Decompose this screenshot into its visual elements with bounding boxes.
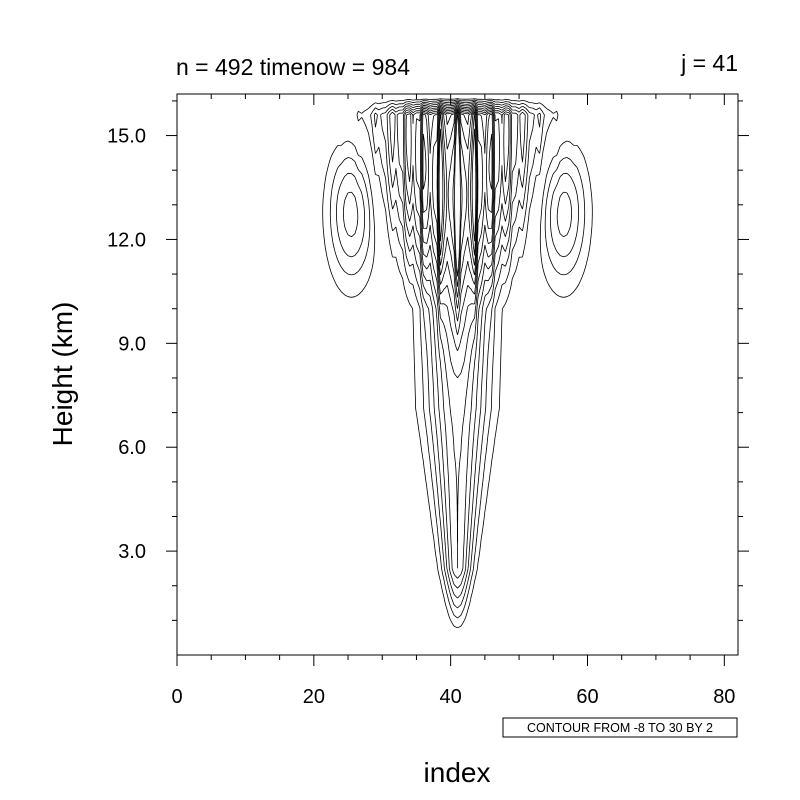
contour-info-label: CONTOUR FROM -8 TO 30 BY 2	[527, 721, 713, 735]
x-tick-labels: 0 20 40 60 80	[171, 686, 735, 708]
positive-contour-line	[356, 98, 559, 629]
positive-contour-line	[421, 109, 494, 322]
positive-contour-line	[405, 106, 510, 378]
y-tick-label: 6.0	[118, 437, 146, 459]
x-tick-label: 40	[440, 686, 462, 708]
negative-contour-line	[336, 172, 579, 258]
y-tick-label: 15.0	[107, 126, 146, 148]
x-axis-title: index	[424, 757, 491, 788]
positive-contour-line	[420, 108, 495, 335]
negative-contour-line	[322, 140, 593, 298]
y-tick-label: 3.0	[118, 541, 146, 563]
axis-ticks	[166, 94, 749, 666]
x-tick-label: 20	[303, 686, 325, 708]
positive-contour-line	[373, 100, 542, 609]
chart-title-left: n = 492 timenow = 984	[176, 54, 410, 80]
positive-contour-line	[370, 99, 545, 619]
plot-frame	[176, 93, 739, 656]
y-tick-label: 9.0	[118, 333, 146, 355]
negative-contour-line	[343, 191, 572, 238]
chart-title-right: j = 41	[680, 50, 738, 76]
positive-contour-line	[386, 101, 529, 599]
x-tick-label: 80	[713, 686, 735, 708]
contour-info-box	[502, 717, 738, 738]
positive-contour-line	[389, 103, 526, 589]
positive-contour-line	[422, 111, 493, 309]
positive-contour-line	[403, 104, 512, 579]
y-axis-title: Height (km)	[47, 302, 78, 447]
positive-contour-line	[420, 107, 495, 351]
positive-contour-line	[438, 114, 477, 277]
y-tick-labels: 3.0 6.0 9.0 12.0 15.0	[107, 126, 146, 564]
contour-lines	[322, 98, 593, 629]
positive-contour-line	[404, 105, 511, 569]
positive-contour-line	[437, 112, 478, 298]
y-tick-label: 12.0	[107, 229, 146, 251]
x-tick-label: 0	[171, 686, 182, 708]
negative-contour-line	[329, 157, 586, 276]
x-tick-label: 60	[576, 686, 598, 708]
positive-contour-line	[438, 113, 477, 287]
